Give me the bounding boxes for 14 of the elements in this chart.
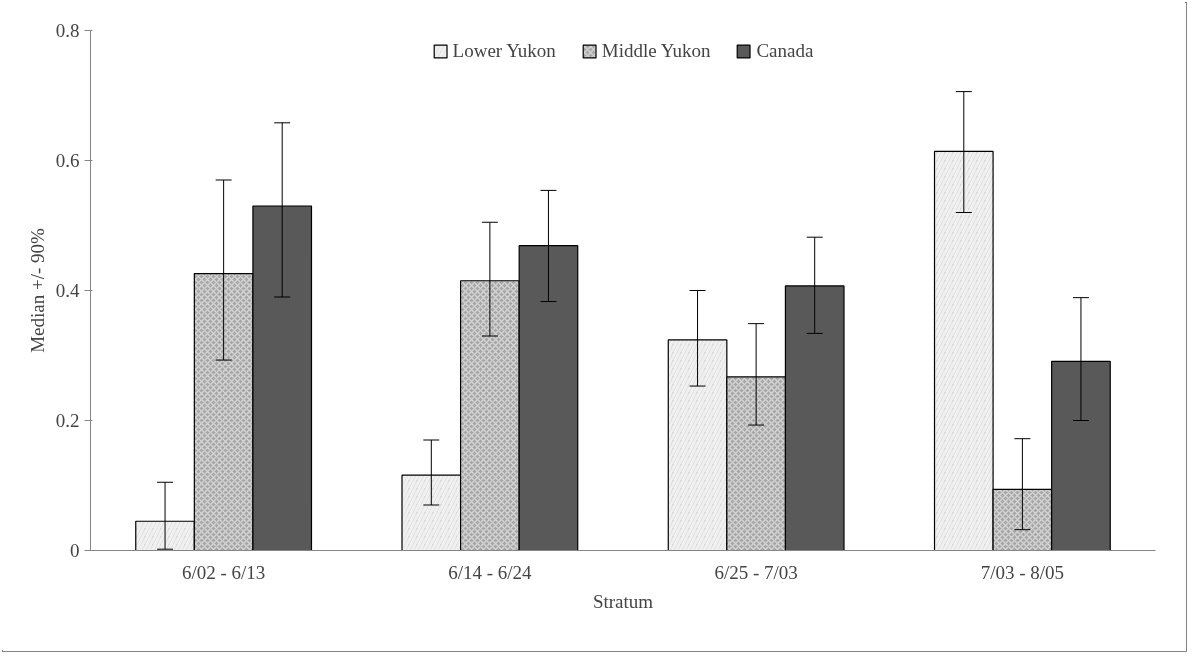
legend-label: Middle Yukon <box>601 40 711 62</box>
x-tick-label: 6/25 - 7/03 <box>714 561 798 583</box>
y-tick-label: 0.4 <box>55 280 80 301</box>
x-axis-title: Stratum <box>592 590 654 612</box>
y-tick-label: 0.8 <box>55 20 80 41</box>
x-tick-label: 6/02 - 6/13 <box>181 561 266 583</box>
y-tick-label: 0.2 <box>55 410 80 431</box>
x-tick-label: 7/03 - 8/05 <box>980 561 1065 583</box>
legend-label: Canada <box>756 40 814 62</box>
y-axis-title: Median +/- 90% <box>26 227 48 353</box>
legend-label: Lower Yukon <box>452 40 556 62</box>
y-tick-label: 0.6 <box>55 150 80 171</box>
x-tick-label: 6/14 - 6/24 <box>448 561 533 583</box>
y-tick-label: 0 <box>70 540 80 561</box>
